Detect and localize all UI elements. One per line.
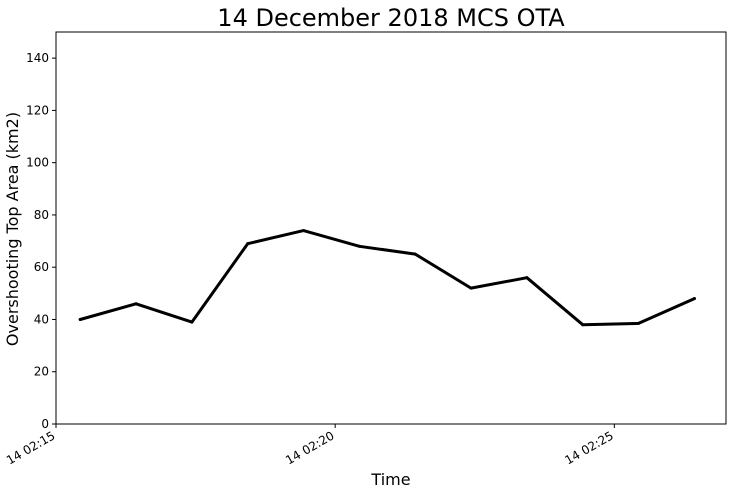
y-tick-label: 20 <box>34 365 49 379</box>
x-tick-label: 14 02:15 <box>4 428 57 467</box>
data-point <box>246 242 250 246</box>
plot-frame <box>55 31 727 425</box>
y-tick-label: 140 <box>26 51 49 65</box>
data-point <box>78 317 82 321</box>
data-point <box>302 229 306 233</box>
data-point <box>134 302 138 306</box>
y-tick-label: 40 <box>34 312 49 326</box>
data-point <box>637 321 641 325</box>
data-point <box>581 323 585 327</box>
data-point <box>190 320 194 324</box>
x-tick-label: 14 02:20 <box>283 428 336 467</box>
y-tick-label: 60 <box>34 260 49 274</box>
data-point <box>692 297 696 301</box>
x-tick-label: 14 02:25 <box>562 428 615 467</box>
data-point <box>525 276 529 280</box>
data-point <box>469 286 473 290</box>
plot-area: 0 20 40 60 80 100 120 140 14 02:15 14 02:20 14 02:… <box>4 31 727 467</box>
y-axis-label: Overshooting Top Area (km2) <box>3 112 22 346</box>
y-tick-label: 120 <box>26 103 49 117</box>
x-axis-label: Time <box>370 470 410 489</box>
y-tick-label: 100 <box>26 156 49 170</box>
y-tick-label: 80 <box>34 208 49 222</box>
data-point <box>357 244 361 248</box>
y-tick-label: 0 <box>41 417 49 431</box>
chart-title: 14 December 2018 MCS OTA <box>217 4 565 32</box>
series-line <box>78 229 696 327</box>
data-point <box>413 252 417 256</box>
